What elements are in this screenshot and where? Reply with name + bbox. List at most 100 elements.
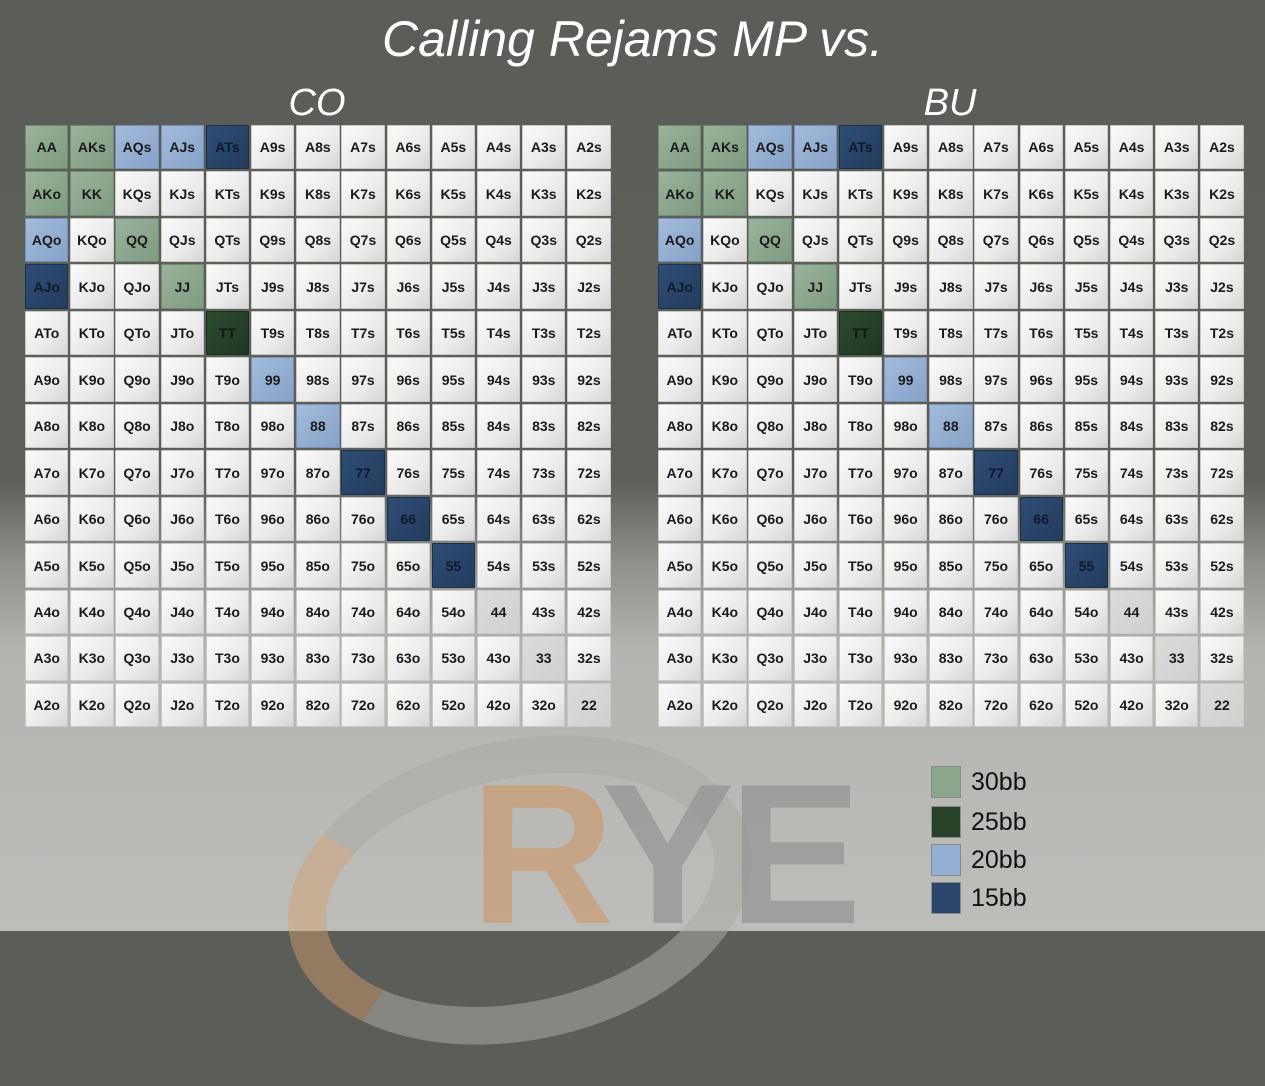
hand-cell-k7s: K7s xyxy=(974,171,1018,216)
hand-cell-t6s: T6s xyxy=(1019,310,1063,356)
hand-cell-ajs: AJs xyxy=(793,125,837,170)
hand-cell-72s: 72s xyxy=(567,450,611,495)
hand-cell-q9o: Q9o xyxy=(748,357,792,402)
hand-cell-j7s: J7s xyxy=(341,264,385,309)
hand-cell-a5o: A5o xyxy=(658,543,702,588)
hand-cell-99: 99 xyxy=(250,357,295,402)
hand-cell-55: 55 xyxy=(1064,543,1109,588)
hand-cell-a7o: A7o xyxy=(25,450,69,495)
hand-cell-22: 22 xyxy=(567,682,611,728)
hand-cell-53o: 53o xyxy=(1064,636,1109,681)
hand-cell-86s: 86s xyxy=(386,403,430,449)
legend-label: 30bb xyxy=(971,767,1027,796)
hand-cell-j4o: J4o xyxy=(793,589,837,635)
hand-cell-t5s: T5s xyxy=(1064,310,1109,356)
hand-cell-a4o: A4o xyxy=(25,589,69,635)
hand-cell-ajo: AJo xyxy=(25,264,69,309)
hand-cell-kts: KTs xyxy=(205,171,250,216)
hand-cell-62o: 62o xyxy=(1019,682,1063,728)
hand-cell-92s: 92s xyxy=(567,357,611,402)
hand-cell-t6o: T6o xyxy=(838,496,883,542)
hand-cell-63o: 63o xyxy=(386,636,430,681)
hand-cell-t4s: T4s xyxy=(1109,310,1154,356)
hand-cell-qjs: QJs xyxy=(793,217,837,263)
hand-cell-98s: 98s xyxy=(929,357,973,402)
hand-cell-76o: 76o xyxy=(341,496,385,542)
hand-cell-aks: AKs xyxy=(703,125,747,170)
hand-cell-j9s: J9s xyxy=(250,264,295,309)
hand-cell-jj: JJ xyxy=(160,264,204,309)
hand-cell-63s: 63s xyxy=(1155,496,1199,542)
hand-cell-75o: 75o xyxy=(341,543,385,588)
hand-cell-82o: 82o xyxy=(929,682,973,728)
hand-cell-t7o: T7o xyxy=(205,450,250,495)
range-grid-co: AA AKs AQs AJs ATs A9s A8s A7s A6s A5s A4s A3s A2s AK… xyxy=(25,125,614,728)
hand-cell-95o: 95o xyxy=(883,543,928,588)
hand-cell-k2o: K2o xyxy=(703,682,747,728)
hand-cell-j8s: J8s xyxy=(929,264,973,309)
hand-cell-t8s: T8s xyxy=(296,310,340,356)
hand-cell-93s: 93s xyxy=(1155,357,1199,402)
hand-cell-ats: ATs xyxy=(838,125,883,170)
hand-cell-j5s: J5s xyxy=(431,264,476,309)
hand-cell-42o: 42o xyxy=(1109,682,1154,728)
hand-cell-kqs: KQs xyxy=(748,171,792,216)
hand-cell-43o: 43o xyxy=(476,636,521,681)
hand-cell-q3s: Q3s xyxy=(522,217,566,263)
hand-cell-85s: 85s xyxy=(431,403,476,449)
hand-cell-k9s: K9s xyxy=(883,171,928,216)
hand-cell-jts: JTs xyxy=(838,264,883,309)
hand-cell-43s: 43s xyxy=(1155,589,1199,635)
hand-cell-86o: 86o xyxy=(296,496,340,542)
hand-cell-92s: 92s xyxy=(1200,357,1244,402)
hand-cell-a4s: A4s xyxy=(476,125,521,170)
logo: RYE xyxy=(470,743,862,966)
hand-cell-t2s: T2s xyxy=(567,310,611,356)
hand-cell-q4o: Q4o xyxy=(748,589,792,635)
hand-cell-92o: 92o xyxy=(883,682,928,728)
hand-cell-k9s: K9s xyxy=(250,171,295,216)
hand-cell-72s: 72s xyxy=(1200,450,1244,495)
hand-cell-t9s: T9s xyxy=(250,310,295,356)
page-title: Calling Rejams MP vs. xyxy=(381,11,884,67)
legend-item-15bb: 15bb xyxy=(931,881,1027,915)
hand-cell-kjo: KJo xyxy=(703,264,747,309)
hand-cell-k8o: K8o xyxy=(703,403,747,449)
hand-cell-kqo: KQo xyxy=(70,217,114,263)
hand-cell-54s: 54s xyxy=(1109,543,1154,588)
hand-cell-t7o: T7o xyxy=(838,450,883,495)
hand-cell-j6o: J6o xyxy=(793,496,837,542)
hand-cell-98o: 98o xyxy=(883,403,928,449)
hand-cell-65o: 65o xyxy=(386,543,430,588)
legend-swatch-30bb xyxy=(931,766,961,798)
hand-cell-t5s: T5s xyxy=(431,310,476,356)
hand-cell-t7s: T7s xyxy=(341,310,385,356)
hand-cell-94o: 94o xyxy=(883,589,928,635)
hand-cell-t2s: T2s xyxy=(1200,310,1244,356)
hand-cell-t3s: T3s xyxy=(1155,310,1199,356)
hand-cell-a2o: A2o xyxy=(25,682,69,728)
hand-cell-j6o: J6o xyxy=(160,496,204,542)
hand-cell-qts: QTs xyxy=(205,217,250,263)
hand-cell-53s: 53s xyxy=(1155,543,1199,588)
hand-cell-j3s: J3s xyxy=(1155,264,1199,309)
hand-cell-82o: 82o xyxy=(296,682,340,728)
hand-cell-j8o: J8o xyxy=(160,403,204,449)
hand-cell-95s: 95s xyxy=(431,357,476,402)
hand-cell-aqs: AQs xyxy=(115,125,159,170)
hand-cell-j8s: J8s xyxy=(296,264,340,309)
hand-cell-t9o: T9o xyxy=(205,357,250,402)
hand-cell-a3s: A3s xyxy=(1155,125,1199,170)
hand-cell-88: 88 xyxy=(929,403,973,449)
hand-cell-t4s: T4s xyxy=(476,310,521,356)
hand-cell-aks: AKs xyxy=(70,125,114,170)
hand-cell-t6o: T6o xyxy=(205,496,250,542)
hand-cell-53s: 53s xyxy=(522,543,566,588)
hand-cell-64o: 64o xyxy=(1019,589,1063,635)
hand-cell-85o: 85o xyxy=(296,543,340,588)
hand-cell-54o: 54o xyxy=(1064,589,1109,635)
hand-cell-q8o: Q8o xyxy=(115,403,159,449)
hand-cell-k5s: K5s xyxy=(1064,171,1109,216)
hand-cell-62o: 62o xyxy=(386,682,430,728)
hand-cell-k7o: K7o xyxy=(703,450,747,495)
